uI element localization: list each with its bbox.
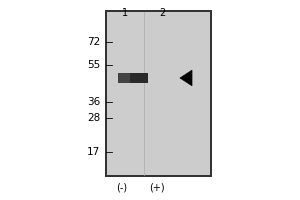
Polygon shape — [180, 70, 192, 86]
Text: 36: 36 — [87, 97, 100, 107]
Text: 28: 28 — [87, 113, 100, 123]
Text: 2: 2 — [159, 8, 165, 18]
Text: 1: 1 — [122, 8, 128, 18]
Text: 17: 17 — [87, 147, 100, 157]
Bar — [105, 10, 212, 177]
Text: 72: 72 — [87, 37, 100, 47]
Bar — [107, 12, 210, 175]
Text: 55: 55 — [87, 60, 100, 70]
Bar — [118, 73, 148, 83]
Bar — [107, 12, 143, 175]
Text: (-): (-) — [116, 183, 128, 193]
Text: (+): (+) — [149, 183, 165, 193]
Bar — [118, 73, 130, 83]
